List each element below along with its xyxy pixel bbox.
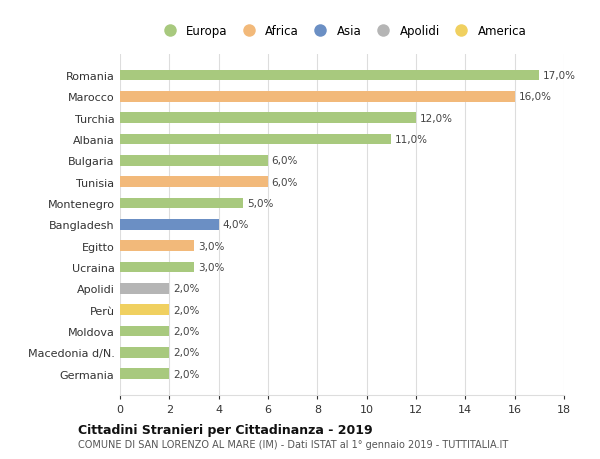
Bar xyxy=(120,241,194,252)
Text: 2,0%: 2,0% xyxy=(173,369,199,379)
Bar xyxy=(120,113,416,124)
Text: 6,0%: 6,0% xyxy=(272,177,298,187)
Bar xyxy=(120,369,169,379)
Text: 3,0%: 3,0% xyxy=(198,263,224,273)
Text: 12,0%: 12,0% xyxy=(420,113,453,123)
Bar xyxy=(120,262,194,273)
Text: 2,0%: 2,0% xyxy=(173,326,199,336)
Text: Cittadini Stranieri per Cittadinanza - 2019: Cittadini Stranieri per Cittadinanza - 2… xyxy=(78,423,373,436)
Text: 2,0%: 2,0% xyxy=(173,284,199,294)
Bar xyxy=(120,71,539,81)
Text: 16,0%: 16,0% xyxy=(518,92,551,102)
Text: 11,0%: 11,0% xyxy=(395,135,428,145)
Bar xyxy=(120,326,169,337)
Text: 2,0%: 2,0% xyxy=(173,305,199,315)
Bar xyxy=(120,305,169,315)
Bar xyxy=(120,92,515,102)
Bar xyxy=(120,347,169,358)
Bar xyxy=(120,198,244,209)
Bar xyxy=(120,177,268,188)
Legend: Europa, Africa, Asia, Apolidi, America: Europa, Africa, Asia, Apolidi, America xyxy=(153,20,531,43)
Text: 2,0%: 2,0% xyxy=(173,348,199,358)
Bar xyxy=(120,156,268,166)
Text: 4,0%: 4,0% xyxy=(223,220,249,230)
Text: 17,0%: 17,0% xyxy=(543,71,576,81)
Text: 5,0%: 5,0% xyxy=(247,199,274,208)
Bar xyxy=(120,134,391,145)
Bar xyxy=(120,284,169,294)
Text: 3,0%: 3,0% xyxy=(198,241,224,251)
Text: 6,0%: 6,0% xyxy=(272,156,298,166)
Text: COMUNE DI SAN LORENZO AL MARE (IM) - Dati ISTAT al 1° gennaio 2019 - TUTTITALIA.: COMUNE DI SAN LORENZO AL MARE (IM) - Dat… xyxy=(78,440,508,449)
Bar xyxy=(120,219,218,230)
